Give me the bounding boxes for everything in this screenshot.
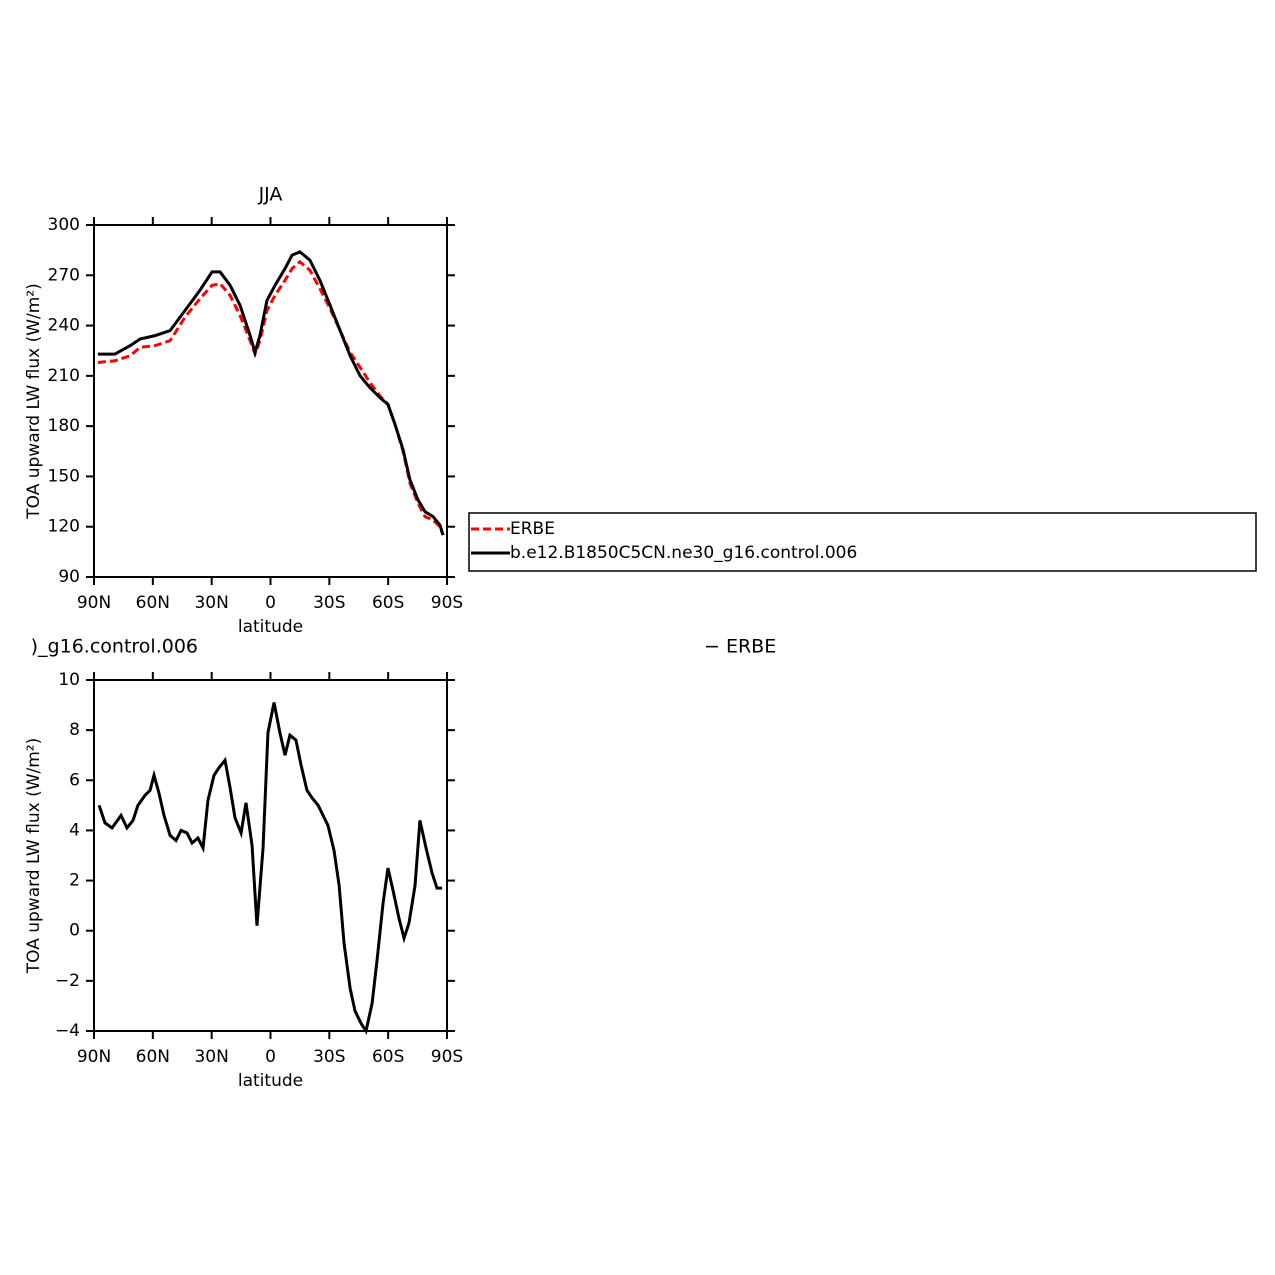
data-line — [97, 259, 445, 536]
chart-title: JJA — [258, 184, 283, 206]
y-tick-label: −2 — [55, 971, 80, 991]
x-tick-label: 60S — [372, 593, 404, 613]
y-tick-label: −4 — [55, 1021, 80, 1041]
plot-frame — [93, 679, 448, 1032]
y-tick-label: 6 — [69, 770, 80, 790]
x-tick-label: 30S — [313, 593, 345, 613]
x-tick-label: 0 — [265, 1047, 276, 1067]
y-axis-label: TOA upward LW flux (W/m²) — [24, 283, 44, 520]
y-tick-label: 210 — [48, 366, 80, 386]
x-axis-label: latitude — [238, 617, 303, 637]
x-tick-label: 90N — [77, 1047, 111, 1067]
x-tick-label: 90S — [431, 1047, 463, 1067]
data-line — [97, 250, 445, 536]
y-tick-label: 150 — [48, 466, 80, 486]
x-tick-label: 90S — [431, 593, 463, 613]
legend-label: b.e12.B1850C5CN.ne30_g16.control.006 — [510, 543, 857, 563]
y-tick-label: 10 — [58, 670, 80, 690]
x-axis-label: latitude — [238, 1071, 303, 1091]
x-tick-label: 30N — [194, 593, 228, 613]
plot-frame — [93, 224, 448, 578]
legend-label: ERBE — [510, 519, 555, 539]
y-tick-label: 270 — [48, 265, 80, 285]
y-tick-label: 90 — [58, 567, 80, 587]
y-tick-label: 240 — [48, 316, 80, 336]
x-tick-label: 90N — [77, 593, 111, 613]
data-line — [97, 702, 443, 1035]
y-tick-label: 300 — [48, 215, 80, 235]
y-tick-label: 4 — [69, 820, 80, 840]
x-tick-label: 0 — [265, 593, 276, 613]
chart-title: )_g16.control.006 — [31, 636, 198, 658]
x-tick-label: 60N — [136, 593, 170, 613]
y-tick-label: 180 — [48, 416, 80, 436]
legend-box — [468, 512, 1257, 572]
y-tick-label: 0 — [69, 921, 80, 941]
x-tick-label: 30S — [313, 1047, 345, 1067]
y-tick-label: 120 — [48, 517, 80, 537]
y-axis-label: TOA upward LW flux (W/m²) — [24, 738, 44, 975]
y-tick-label: 2 — [69, 871, 80, 891]
chart-title: − ERBE — [704, 636, 776, 658]
x-tick-label: 60N — [136, 1047, 170, 1067]
y-tick-label: 8 — [69, 720, 80, 740]
x-tick-label: 30N — [194, 1047, 228, 1067]
x-tick-label: 60S — [372, 1047, 404, 1067]
